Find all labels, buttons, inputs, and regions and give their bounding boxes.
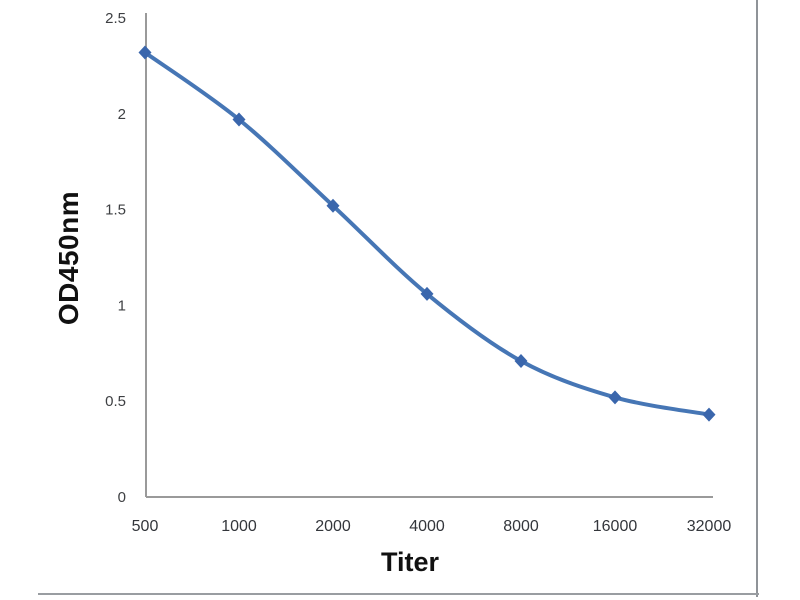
x-tick-label: 8000 — [503, 518, 539, 535]
data-point-marker — [232, 112, 246, 127]
x-tick-label: 32000 — [687, 518, 732, 535]
x-tick-label: 16000 — [593, 518, 638, 535]
y-tick-label: 1.5 — [105, 202, 126, 219]
y-tick-label: 2.5 — [105, 10, 126, 27]
data-point-marker — [420, 286, 434, 301]
x-tick-label: 2000 — [315, 518, 351, 535]
x-axis-title: Titer — [380, 547, 440, 577]
data-point-marker — [326, 198, 340, 213]
x-tick-label: 500 — [132, 518, 159, 535]
y-tick-label: 1 — [118, 297, 126, 314]
data-point-marker — [608, 390, 622, 405]
series-curve — [143, 50, 711, 417]
y-tick-label: 0.5 — [105, 393, 126, 410]
x-tick-label: 1000 — [221, 518, 257, 535]
x-tick-label: 4000 — [409, 518, 445, 535]
data-point-marker — [514, 353, 528, 368]
data-point-marker — [702, 407, 716, 422]
frame-border-bottom — [38, 593, 759, 595]
frame-border-right — [756, 0, 758, 597]
y-axis-title: OD450nm — [53, 190, 84, 326]
y-tick-label: 0 — [118, 489, 126, 506]
y-tick-label: 2 — [118, 106, 126, 123]
data-point-marker — [138, 45, 152, 60]
